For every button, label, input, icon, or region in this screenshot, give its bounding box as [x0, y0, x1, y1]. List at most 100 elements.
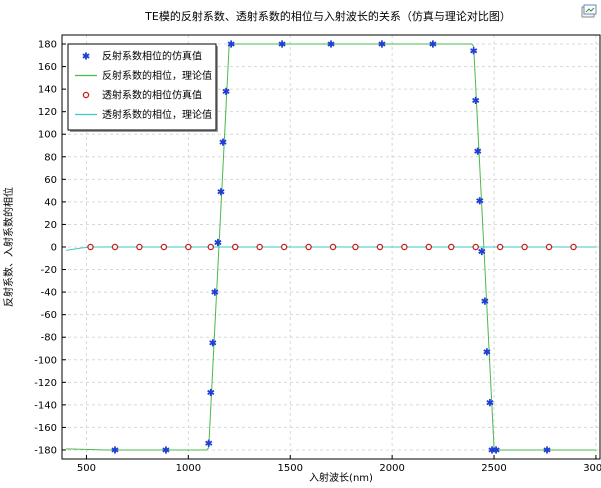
asterisk-stroke — [211, 289, 219, 295]
asterisk-stroke — [205, 440, 213, 446]
reflection-simulated-point — [278, 40, 286, 48]
transmission-simulated-point — [280, 243, 288, 251]
asterisk-stroke — [207, 389, 215, 396]
y-tick-label: 100 — [38, 130, 57, 141]
asterisk-stroke — [483, 349, 491, 355]
asterisk-stroke — [429, 41, 437, 47]
asterisk-stroke — [214, 239, 222, 246]
y-tick-label: -120 — [34, 378, 57, 389]
y-tick-label: 60 — [44, 175, 57, 186]
transmission-simulated-point — [136, 243, 143, 251]
reflection-simulated-point — [222, 87, 230, 95]
asterisk-stroke — [481, 298, 489, 304]
y-axis-label: 反射系数、入射系数的相位 — [2, 187, 15, 307]
export-image-button[interactable] — [581, 3, 597, 18]
reflection-simulated-point — [543, 446, 551, 454]
y-tick-label: -160 — [34, 423, 57, 434]
reflection-simulated-point — [211, 288, 219, 296]
chart-title: TE模的反射系数、透射系数的相位与入射波长的关系（仿真与理论对比图） — [144, 9, 511, 23]
y-tick-label: 20 — [44, 220, 57, 231]
legend-label-transmission-simulated: 透射系数的相位仿真值 — [102, 89, 202, 102]
reflection-simulated-point — [429, 40, 437, 48]
reflection-simulated-point — [227, 40, 235, 48]
tick-layer: 500 1000 1500 2000 2500 3000 180 160 140 120 100 80… — [34, 40, 601, 474]
reflection-simulated-point — [472, 96, 480, 105]
reflection-simulated-point — [483, 348, 491, 356]
reflection-simulated-point — [476, 197, 484, 205]
transmission-simulated-point — [111, 243, 119, 251]
y-tick-label: -40 — [41, 288, 57, 299]
x-axis-label: 入射波长(nm) — [309, 471, 373, 484]
asterisk-stroke — [209, 340, 217, 346]
y-tick-label: 120 — [38, 107, 57, 118]
transmission-simulated-point — [160, 243, 168, 251]
asterisk-stroke — [492, 447, 500, 453]
reflection-simulated-point — [219, 138, 227, 146]
legend: 反射系数相位的仿真值反射系数的相位，理论值透射系数的相位仿真值透射系数的相位，理… — [67, 43, 218, 132]
reflection-simulated-point — [205, 439, 213, 447]
y-tick-label: -20 — [41, 265, 57, 276]
y-tick-label: -100 — [34, 355, 57, 366]
transmission-simulated-point — [87, 243, 94, 251]
reflection-simulated-point — [378, 40, 386, 48]
asterisk-stroke — [162, 447, 170, 453]
reflection-simulated-point — [492, 446, 500, 454]
legend-label-transmission-theory: 透射系数的相位，理论值 — [102, 108, 212, 121]
transmission-simulated-point — [376, 243, 384, 251]
asterisk-stroke — [472, 97, 480, 103]
transmission-simulated-point — [447, 243, 455, 251]
asterisk-stroke — [111, 447, 119, 453]
transmission-simulated-point — [545, 243, 553, 251]
transmission-simulated-point — [231, 243, 239, 251]
y-tick-label: -80 — [41, 333, 57, 344]
transmission-simulated-point — [329, 243, 337, 251]
legend-swatch-reflection-simulated — [82, 52, 90, 60]
legend-swatch-transmission-simulated — [82, 91, 90, 99]
y-tick-label: 140 — [38, 85, 57, 96]
x-tick-label: 500 — [77, 463, 96, 474]
transmission-simulated-point — [207, 243, 215, 251]
legend-label-reflection-theory: 反射系数的相位，理论值 — [102, 69, 212, 82]
reflection-simulated-point — [327, 40, 335, 48]
reflection-simulated-point — [481, 297, 489, 305]
data-layer — [65, 40, 596, 454]
transmission-simulated-point — [521, 243, 528, 251]
asterisk-stroke — [476, 198, 484, 204]
asterisk-stroke — [227, 41, 235, 47]
reflection-simulated-point — [470, 47, 478, 55]
reflection-simulated-point — [486, 399, 494, 407]
x-tick-label: 1500 — [278, 463, 303, 474]
reflection-simulated-point — [214, 238, 222, 247]
y-tick-label: -140 — [34, 400, 57, 411]
x-tick-label: 1000 — [176, 463, 201, 474]
transmission-simulated-point — [472, 243, 479, 251]
asterisk-stroke — [278, 41, 286, 47]
y-tick-label: 160 — [38, 62, 57, 73]
reflection-simulated-point — [217, 188, 225, 196]
transmission-simulated-point — [256, 243, 263, 251]
asterisk-stroke — [486, 400, 494, 406]
x-tick-label: 2500 — [481, 463, 506, 474]
asterisk-stroke — [474, 148, 482, 154]
asterisk-stroke — [219, 139, 227, 145]
y-tick-label: -60 — [41, 310, 57, 321]
y-tick-label: 0 — [51, 243, 57, 254]
transmission-simulated-point — [570, 243, 577, 251]
transmission-simulated-point — [401, 243, 408, 251]
y-tick-label: 80 — [44, 152, 57, 163]
asterisk-stroke — [478, 248, 486, 255]
reflection-simulated-point — [111, 446, 119, 454]
transmission-simulated-point — [352, 243, 359, 251]
x-tick-label: 3000 — [583, 463, 601, 474]
y-tick-label: -180 — [34, 445, 57, 456]
asterisk-stroke — [327, 41, 335, 47]
asterisk-stroke — [222, 88, 230, 94]
legend-label-reflection-simulated: 反射系数相位的仿真值 — [102, 50, 202, 63]
legend-box — [67, 43, 217, 131]
transmission-simulated-point — [496, 243, 504, 251]
asterisk-stroke — [82, 53, 90, 59]
y-tick-label: 40 — [44, 197, 57, 208]
asterisk-stroke — [378, 41, 386, 47]
asterisk-stroke — [543, 447, 551, 453]
